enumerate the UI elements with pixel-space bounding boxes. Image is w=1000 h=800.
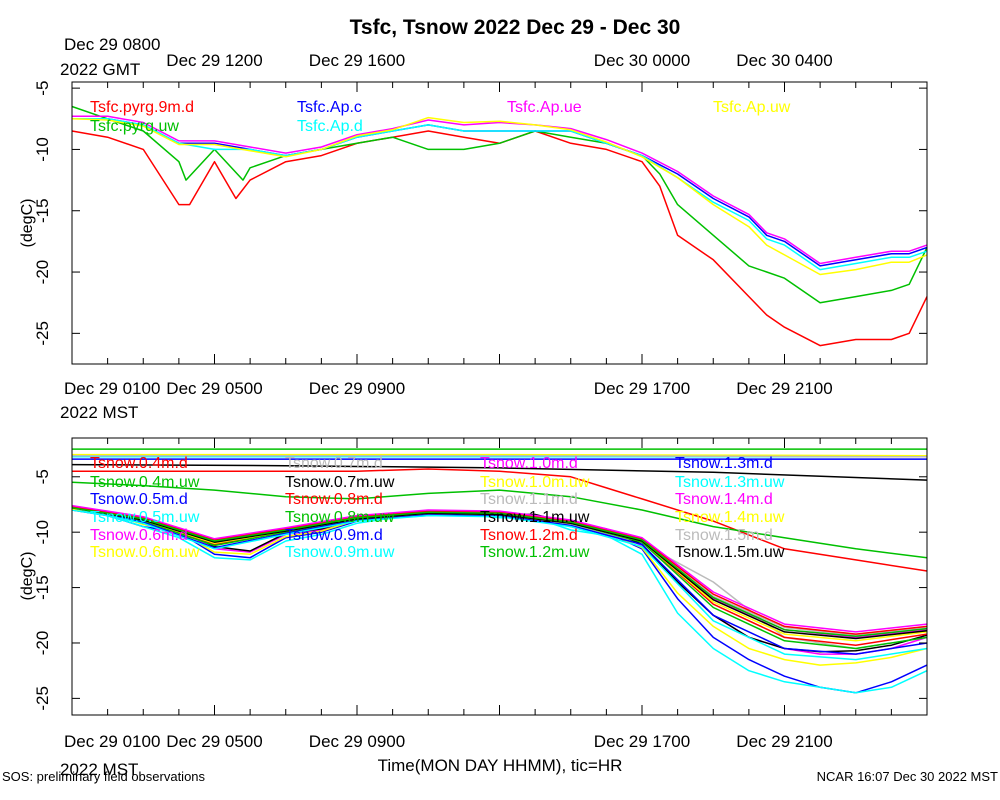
bottom-legend-tsnow-1-3m-uw: Tsnow.1.3m.uw	[675, 474, 785, 491]
bottom-legend-tsnow-0-9m-d: Tsnow.0.9m.d	[285, 527, 383, 544]
bottom-mst-time-label: Dec 29 2100	[736, 732, 832, 751]
top-legend: Tsfc.pyrg.9m.d Tsfc.pyrg.uw Tsfc.Ap.c Tsfc.…	[90, 99, 791, 135]
bottom-legend-tsnow-1-0m-uw: Tsnow.1.0m.uw	[480, 474, 590, 491]
bottom-legend-tsnow-1-1m-d: Tsnow.1.1m.d	[480, 491, 578, 508]
top-series-group	[71, 105, 928, 347]
top-legend-tsfc-ap-c: Tsfc.Ap.c	[297, 99, 362, 116]
bottom-mst-year-label: 2022 MST	[60, 760, 138, 779]
bottom-series-tsnow-1-4m-uw	[72, 453, 928, 457]
bottom-legend-tsnow-0-8m-d: Tsnow.0.8m.d	[285, 491, 383, 508]
top-y-axis-label: (degC)	[19, 199, 36, 248]
bottom-legend-tsnow-1-4m-uw: Tsnow.1.4m.uw	[675, 509, 785, 526]
bottom-ytick-label: -25	[33, 686, 52, 711]
bottom-series-tsnow-0-5m-uw	[71, 509, 928, 694]
top-legend-tsfc-pyrg-uw: Tsfc.pyrg.uw	[90, 118, 179, 135]
top-ytick-label: -5	[33, 81, 52, 96]
bottom-ytick-label: -15	[33, 575, 52, 600]
top-ytick-label: -15	[33, 198, 52, 223]
x-axis-label: Time(MON DAY HHMM), tic=HR	[378, 756, 623, 775]
top-series-tsfc-pyrg-9m-d	[71, 130, 928, 347]
bottom-legend-tsnow-1-3m-d: Tsnow.1.3m.d	[675, 455, 773, 472]
bottom-legend-tsnow-0-7m-uw: Tsnow.0.7m.uw	[285, 474, 395, 491]
bottom-legend-tsnow-0-5m-d: Tsnow.0.5m.d	[90, 491, 188, 508]
top-axis-year-label: 2022 GMT	[60, 60, 140, 79]
bottom-mst-time-label: Dec 29 0100	[64, 732, 160, 751]
bottom-series-tsnow-1-5m-uw	[71, 463, 928, 481]
top-mst-time-label: Dec 29 1700	[594, 379, 690, 398]
gmt-time-label: Dec 30 0000	[594, 51, 690, 70]
bottom-legend-tsnow-1-2m-uw: Tsnow.1.2m.uw	[480, 544, 590, 561]
top-panel: 2022 GMT Dec 29 0800 Dec 29 1200 Dec 29 16…	[19, 35, 928, 422]
gmt-time-label: Dec 29 0800	[64, 35, 160, 54]
bottom-legend-tsnow-0-4m-uw: Tsnow.0.4m.uw	[90, 474, 200, 491]
bottom-mst-time-label: Dec 29 1700	[594, 732, 690, 751]
top-series-tsfc-ap-d	[72, 118, 928, 271]
bottom-series-tsnow-0-9m-uw	[71, 507, 928, 661]
bottom-panel: -25-20-15-10-5 (degC) Dec 29 0100 Dec 29 …	[19, 437, 928, 779]
bottom-series-group	[71, 448, 928, 694]
bottom-y-tick-labels: -25 -20 -15 -10 -5	[33, 469, 52, 710]
bottom-legend-tsnow-1-5m-uw: Tsnow.1.5m.uw	[675, 544, 785, 561]
bottom-series-tsnow-1-4m-d	[71, 504, 928, 633]
bottom-legend-tsnow-0-6m-uw: Tsnow.0.6m.uw	[90, 544, 200, 561]
bottom-legend-tsnow-0-4m-d: Tsnow.0.4m.d	[90, 455, 188, 472]
gmt-time-label: Dec 29 1600	[309, 51, 405, 70]
bottom-legend-tsnow-1-4m-d: Tsnow.1.4m.d	[675, 491, 773, 508]
bottom-ytick-label: -10	[33, 520, 52, 545]
bottom-legend-tsnow-1-0m-d: Tsnow.1.0m.d	[480, 455, 578, 472]
top-ytick-label: -20	[33, 260, 52, 285]
bottom-legend-tsnow-0-9m-uw: Tsnow.0.9m.uw	[285, 544, 395, 561]
top-mst-time-label: Dec 29 0100	[64, 379, 160, 398]
bottom-legend-tsnow-0-5m-uw: Tsnow.0.5m.uw	[90, 509, 200, 526]
bottom-mst-time-label: Dec 29 0500	[166, 732, 262, 751]
top-mst-time-label: Dec 29 0500	[166, 379, 262, 398]
top-series-tsfc-ap-uw	[71, 116, 928, 276]
top-legend-tsfc-pyrg-9m-d: Tsfc.pyrg.9m.d	[90, 99, 194, 116]
top-legend-tsfc-ap-uw: Tsfc.Ap.uw	[713, 99, 791, 116]
bottom-legend-tsnow-0-6m-d: Tsnow.0.6m.d	[90, 527, 188, 544]
top-mst-time-label: Dec 29 2100	[736, 379, 832, 398]
footer-left: SOS: preliminary field observations	[2, 769, 206, 784]
chart-title: Tsfc, Tsnow 2022 Dec 29 - Dec 30	[350, 16, 681, 39]
bottom-x-tick-labels: Dec 29 0100 Dec 29 0500 Dec 29 0900 Dec 29 …	[64, 732, 833, 751]
bottom-ticks	[71, 438, 928, 715]
bottom-legend: Tsnow.0.4m.dTsnow.0.4m.uwTsnow.0.5m.dTsn…	[90, 455, 785, 561]
bottom-legend-tsnow-1-5m-d: Tsnow.1.5m.d	[675, 527, 773, 544]
bottom-legend-tsnow-1-2m-d: Tsnow.1.2m.d	[480, 527, 578, 544]
top-y-tick-labels: -25 -20 -15 -10 -5	[33, 81, 52, 346]
bottom-series-tsnow-1-1m-uw	[71, 507, 928, 640]
top-legend-tsfc-ap-d: Tsfc.Ap.d	[297, 118, 363, 135]
gmt-time-label: Dec 29 1200	[166, 51, 262, 70]
bottom-mst-time-label: Dec 29 0900	[309, 732, 405, 751]
top-ticks	[71, 82, 928, 364]
top-ytick-label: -10	[33, 137, 52, 162]
bottom-ytick-label: -20	[33, 631, 52, 656]
bottom-series-tsnow-0-4m-uw	[71, 481, 928, 559]
bottom-ytick-label: -5	[33, 469, 52, 484]
bottom-legend-tsnow-0-7m-d: Tsnow.0.7m.d	[285, 455, 383, 472]
footer-right: NCAR 16:07 Dec 30 2022 MST	[817, 769, 998, 784]
bottom-legend-tsnow-0-8m-uw: Tsnow.0.8m.uw	[285, 509, 395, 526]
top-mst-time-label: Dec 29 0900	[309, 379, 405, 398]
top-plot-frame	[71, 81, 928, 365]
bottom-series-tsnow-1-2m-uw	[71, 507, 928, 638]
bottom-y-axis-label: (degC)	[19, 552, 36, 601]
bottom-legend-tsnow-1-1m-uw: Tsnow.1.1m.uw	[480, 509, 590, 526]
bottom-series-tsnow-0-4m-d	[72, 468, 928, 572]
bottom-series-tsnow-1-2m-d	[71, 505, 928, 635]
top-series-tsfc-pyrg-uw	[71, 105, 928, 304]
bottom-series-tsnow-0-9m-d	[71, 507, 928, 655]
top-series-tsfc-ap-ue	[72, 115, 928, 265]
top-mst-year-label: 2022 MST	[60, 403, 138, 422]
top-legend-tsfc-ap-ue: Tsfc.Ap.ue	[507, 99, 582, 116]
top-bottom-tick-labels: Dec 29 0100 Dec 29 0500 Dec 29 0900 Dec 29 …	[64, 379, 833, 398]
gmt-time-label: Dec 30 0400	[736, 51, 832, 70]
top-top-tick-labels: Dec 29 0800 Dec 29 1200 Dec 29 1600 Dec 30 …	[64, 35, 833, 70]
top-ytick-label: -25	[33, 321, 52, 346]
bottom-series-tsnow-1-5m-d	[72, 454, 928, 458]
